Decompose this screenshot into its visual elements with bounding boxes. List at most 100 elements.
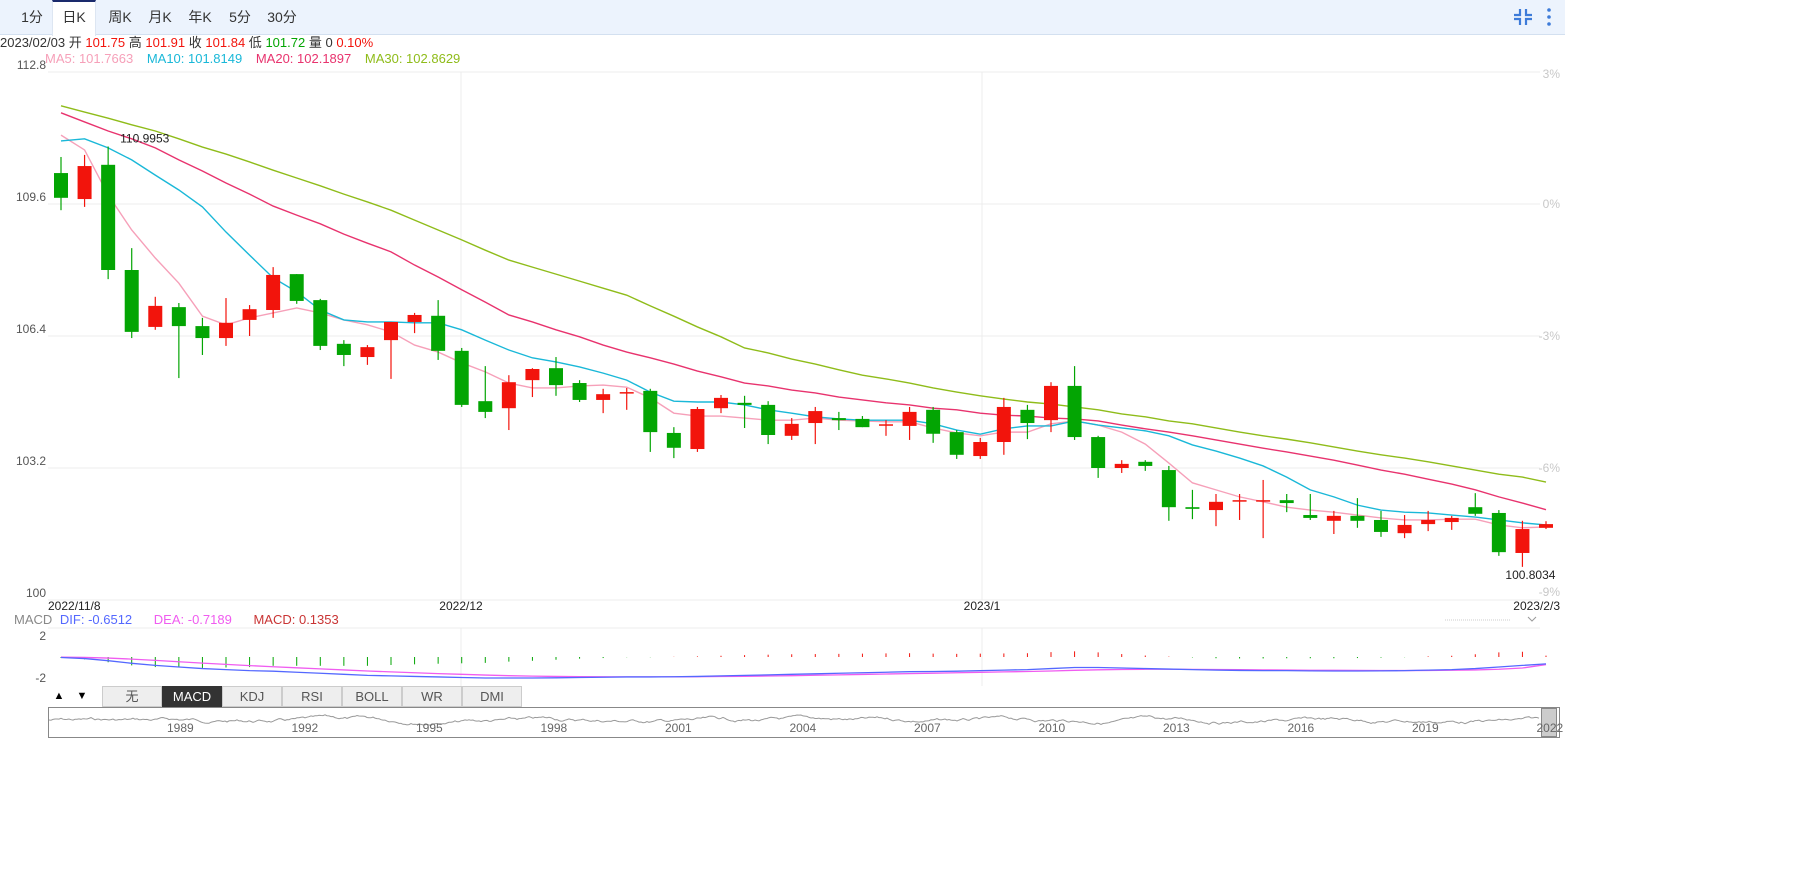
ma-line-ma5 — [60, 134, 1547, 529]
ma10-legend: MA10: 101.8149 — [146, 51, 243, 66]
candle-up — [360, 347, 375, 358]
candle-up — [619, 392, 634, 394]
candle-up — [690, 409, 705, 450]
candle-up — [1326, 515, 1341, 521]
min-price-label: 100.8034 — [1505, 568, 1555, 582]
y-tick-label: 106.4 — [16, 322, 46, 336]
macd-legend: MACD DIF: -0.6512 DEA: -0.7189 MACD: 0.1… — [14, 613, 357, 627]
high-label: 高 — [128, 35, 142, 50]
candle-up — [1421, 519, 1436, 525]
info-date: 2023/02/03 — [0, 35, 66, 50]
navigator-line — [49, 714, 1540, 726]
compress-icon[interactable] — [1512, 6, 1534, 28]
candle-down — [171, 307, 186, 327]
tab-weekly-k[interactable]: 周K — [108, 9, 132, 25]
candle-down — [666, 432, 681, 448]
navigator-year-label: 1998 — [540, 721, 568, 735]
y-tick-label: 100 — [26, 586, 46, 600]
indicator-wr[interactable]: WR — [402, 686, 462, 707]
navigator-range-handle[interactable] — [1541, 708, 1557, 737]
y-right-tick-label: 0% — [1543, 197, 1561, 211]
navigator-year-label: 2004 — [789, 721, 817, 735]
candle-up — [596, 394, 611, 400]
candle-up — [714, 397, 728, 409]
tab-daily-k[interactable]: 日K — [52, 0, 96, 36]
candle-down — [1138, 461, 1153, 466]
indicator-down-button[interactable]: ▼ — [76, 690, 88, 702]
candle-up — [525, 369, 540, 381]
candle-up — [407, 314, 422, 322]
max-price-label: 110.9953 — [120, 131, 169, 145]
tab-yearly-k[interactable]: 年K — [188, 9, 212, 25]
ma-line-ma10 — [60, 138, 1547, 526]
candle-up — [1444, 517, 1459, 523]
y-right-tick-label: -9% — [1539, 585, 1561, 599]
x-tick-label: 2023/1 — [964, 599, 1001, 613]
y-right-tick-label: -3% — [1539, 329, 1561, 343]
candle-down — [124, 270, 139, 332]
candle-up — [1114, 463, 1129, 468]
dif-line — [60, 656, 1547, 679]
open-value: 101.75 — [85, 35, 126, 50]
candle-up — [902, 411, 917, 426]
candle-down — [761, 404, 776, 435]
candlestick-chart[interactable]: 112.8 3% 109.6 0% 106.4 -3% 103.2 -6% 100 -9% 2022… — [0, 0, 1565, 707]
candle-down — [1185, 507, 1200, 509]
candle-up — [973, 442, 988, 457]
candle-down — [855, 418, 870, 428]
macd-value-legend: MACD: 0.1353 — [253, 612, 339, 627]
macd-y-tick: 2 — [39, 629, 46, 643]
y-right-tick-label: 3% — [1543, 67, 1561, 81]
candle-down — [926, 409, 941, 434]
candle-down — [431, 315, 446, 351]
indicator-macd[interactable]: MACD — [162, 686, 222, 707]
tab-monthly-k[interactable]: 月K — [148, 9, 172, 25]
change-percent: 0.10% — [336, 35, 374, 50]
candle-down — [1468, 507, 1483, 514]
indicator-none[interactable]: 无 — [102, 686, 162, 707]
candle-down — [949, 432, 964, 455]
candle-down — [54, 173, 68, 198]
candle-down — [1350, 515, 1365, 521]
tab-30min[interactable]: 30分 — [267, 9, 297, 25]
candle-up — [808, 411, 823, 424]
volume-value: 0 — [325, 35, 333, 50]
volume-label: 量 — [308, 35, 322, 50]
indicator-boll[interactable]: BOLL — [342, 686, 402, 707]
candle-down — [289, 274, 304, 301]
y-tick-label: 112.8 — [17, 58, 46, 72]
ma20-legend: MA20: 102.1897 — [255, 51, 352, 66]
navigator-year-label: 2001 — [665, 721, 692, 735]
tab-5min[interactable]: 5分 — [229, 9, 251, 25]
candle-up — [1539, 524, 1553, 528]
candle-down — [313, 300, 328, 346]
open-label: 开 — [68, 35, 82, 50]
candle-down — [1067, 385, 1082, 438]
ma-line-ma20 — [60, 112, 1547, 511]
candle-up — [1515, 529, 1530, 553]
navigator-year-label: 2016 — [1287, 721, 1315, 735]
range-navigator[interactable]: 1989 1992 1995 1998 2001 2004 2007 2010 2013 2016… — [48, 707, 1563, 738]
candle-down — [195, 326, 210, 339]
navigator-year-label: 2010 — [1038, 721, 1066, 735]
navigator-year-label: 1995 — [416, 721, 443, 735]
more-vertical-icon[interactable] — [1538, 6, 1560, 28]
candle-up — [1256, 500, 1271, 502]
candle-down — [737, 402, 752, 405]
candle-down — [454, 350, 469, 405]
candle-down — [831, 418, 846, 421]
candle-down — [1374, 519, 1388, 532]
indicator-dmi[interactable]: DMI — [462, 686, 522, 707]
tab-1min[interactable]: 1分 — [21, 9, 43, 25]
candle-down — [1303, 515, 1318, 518]
y-right-tick-label: -6% — [1539, 461, 1561, 475]
candle-down — [572, 383, 587, 400]
indicator-kdj[interactable]: KDJ — [222, 686, 282, 707]
chevron-down-icon — [1527, 616, 1537, 622]
candle-down — [1491, 512, 1506, 553]
indicator-rsi[interactable]: RSI — [282, 686, 342, 707]
ma30-legend: MA30: 102.8629 — [364, 51, 461, 66]
navigator-year-label: 2007 — [914, 721, 941, 735]
macd-y-tick: -2 — [35, 671, 46, 685]
indicator-up-button[interactable]: ▲ — [53, 690, 65, 702]
